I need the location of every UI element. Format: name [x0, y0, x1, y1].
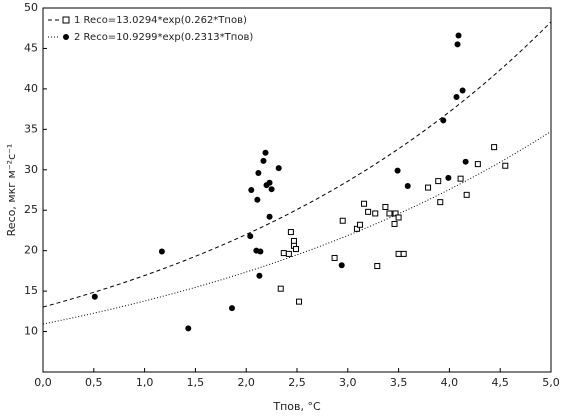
x-tick-label: 3,5	[390, 376, 408, 389]
point	[463, 191, 470, 198]
point	[228, 305, 235, 312]
point	[254, 196, 261, 203]
point	[91, 293, 98, 300]
point	[372, 210, 379, 217]
point	[400, 250, 407, 257]
point	[440, 117, 447, 124]
point	[287, 229, 294, 236]
point	[394, 167, 401, 174]
point	[255, 170, 262, 177]
y-tick-label: 50	[24, 1, 38, 14]
point	[459, 87, 466, 94]
point	[292, 246, 299, 253]
y-tick-label: 35	[24, 122, 38, 135]
point	[338, 262, 345, 269]
point	[185, 325, 192, 332]
point	[435, 178, 442, 185]
point	[454, 41, 461, 48]
y-tick-label: 10	[24, 325, 38, 338]
point	[257, 248, 264, 255]
point	[361, 200, 368, 207]
y-tick-label: 45	[24, 41, 38, 54]
point	[395, 250, 402, 257]
point	[457, 175, 464, 182]
x-tick-label: 0,0	[34, 376, 52, 389]
y-tick-label: 15	[24, 284, 38, 297]
point	[395, 214, 402, 221]
point	[158, 248, 165, 255]
point	[296, 298, 303, 305]
fit-curve	[42, 21, 552, 308]
point	[266, 179, 273, 186]
x-tick-label: 4,5	[491, 376, 509, 389]
point	[247, 233, 254, 240]
point	[437, 199, 444, 206]
legend-label: 2 Reco=10.9299*exp(0.2313*Tпов)	[74, 32, 253, 43]
point	[275, 165, 282, 172]
x-tick-label: 3,0	[339, 376, 357, 389]
point	[339, 217, 346, 224]
point	[260, 157, 267, 164]
point	[404, 182, 411, 189]
point	[462, 158, 469, 165]
point	[386, 210, 393, 217]
point	[425, 184, 432, 191]
point	[391, 220, 398, 227]
point	[280, 250, 287, 257]
y-tick-label: 40	[24, 82, 38, 95]
point	[277, 285, 284, 292]
legend-marker	[63, 34, 69, 40]
point	[356, 221, 363, 228]
point	[262, 149, 269, 156]
plot-frame	[42, 7, 552, 373]
point	[256, 272, 263, 279]
x-tick-label: 4,0	[441, 376, 459, 389]
y-axis-title: Reco, мкг м⁻²с⁻¹	[5, 144, 18, 237]
point	[285, 250, 292, 257]
point	[455, 32, 462, 39]
point	[392, 210, 399, 217]
legend-label: 1 Reco=13.0294*exp(0.262*Tпов)	[74, 15, 247, 26]
x-tick-label: 1,5	[187, 376, 205, 389]
x-axis-title: Tпов, °C	[272, 400, 321, 413]
fit-curve	[42, 130, 552, 325]
y-tick-label: 20	[24, 244, 38, 257]
x-tick-label: 0,5	[85, 376, 103, 389]
point	[445, 174, 452, 181]
point	[382, 203, 389, 210]
x-tick-label: 1,0	[136, 376, 154, 389]
point	[290, 237, 297, 244]
point	[365, 208, 372, 215]
point	[491, 144, 498, 151]
point	[268, 186, 275, 193]
x-tick-label: 2,0	[237, 376, 255, 389]
point	[331, 254, 338, 261]
x-tick-label: 2,5	[288, 376, 306, 389]
y-tick-label: 25	[24, 203, 38, 216]
point	[374, 263, 381, 270]
point	[502, 162, 509, 169]
x-tick-label: 5,0	[542, 376, 560, 389]
legend-marker	[62, 16, 70, 24]
point	[266, 213, 273, 220]
point	[248, 187, 255, 193]
point	[453, 93, 460, 100]
y-tick-label: 30	[24, 163, 38, 176]
point	[474, 161, 481, 168]
